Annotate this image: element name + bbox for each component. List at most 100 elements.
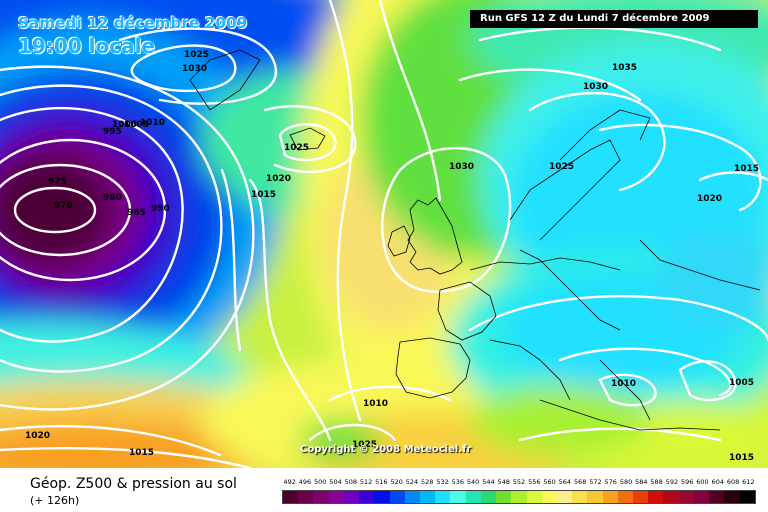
legend-swatch	[572, 491, 588, 503]
color-scale-legend: 492 496 500 504 508 512 516 520 524 528 532 536 540 5…	[282, 478, 756, 504]
legend-value: 592	[665, 478, 679, 486]
legend-value: 604	[711, 478, 724, 486]
legend-swatch	[648, 491, 664, 503]
legend-swatch	[693, 491, 710, 503]
legend-swatch	[419, 491, 436, 503]
product-title: Géop. Z500 & pression au sol	[30, 476, 237, 492]
isobar-label: 1025	[284, 143, 309, 153]
legend-swatch	[663, 491, 679, 503]
isobar-label: 995	[103, 127, 122, 137]
legend-value: 568	[573, 478, 587, 486]
legend-swatch	[328, 491, 344, 503]
legend-swatch	[313, 491, 329, 503]
isobar-label: 1025	[352, 440, 377, 450]
legend-swatch	[724, 491, 740, 503]
legend-value: 612	[742, 478, 755, 486]
legend-value: 576	[604, 478, 617, 486]
isobar-label: 1025	[549, 162, 574, 172]
legend-value: 548	[497, 478, 510, 486]
legend-swatch	[556, 491, 573, 503]
isobar-label: 1010	[611, 379, 636, 389]
legend-swatch	[617, 491, 634, 503]
legend-value: 580	[619, 478, 633, 486]
isobar-label: 990	[151, 204, 170, 214]
legend-value: 508	[344, 478, 358, 486]
legend-swatch	[480, 491, 497, 503]
legend-swatch	[283, 491, 299, 503]
isobar-label: 1015	[129, 448, 154, 458]
isobar-label: 1015	[251, 190, 276, 200]
legend-swatch	[511, 491, 527, 503]
isobar-label: 985	[127, 208, 146, 218]
legend-swatch	[465, 491, 481, 503]
legend-value: 528	[421, 478, 434, 486]
isobar-label: 1035	[612, 63, 637, 73]
legend-value: 504	[329, 478, 342, 486]
legend-value: 512	[359, 478, 373, 486]
legend-value: 608	[726, 478, 740, 486]
isobar-label: 1015	[729, 453, 754, 463]
legend-value: 496	[298, 478, 312, 486]
forecast-time: 19:00 locale	[18, 34, 155, 58]
legend-swatch	[739, 491, 755, 503]
isobar-label: 970	[54, 201, 73, 211]
legend-swatch	[359, 491, 375, 503]
legend-value: 572	[589, 478, 602, 486]
isobar-label: 1020	[25, 431, 50, 441]
isobar-label: 1010	[363, 399, 388, 409]
legend-value: 552	[512, 478, 526, 486]
legend-swatch	[526, 491, 542, 503]
legend-swatch	[709, 491, 725, 503]
legend-color-bar	[282, 490, 756, 504]
legend-swatch	[541, 491, 557, 503]
legend-swatch	[587, 491, 603, 503]
legend-value: 492	[283, 478, 296, 486]
legend-value: 516	[375, 478, 388, 486]
legend-swatch	[633, 491, 649, 503]
legend-swatch	[496, 491, 512, 503]
legend-value: 560	[543, 478, 556, 486]
legend-value: 520	[390, 478, 403, 486]
legend-swatch	[389, 491, 405, 503]
legend-value: 596	[680, 478, 694, 486]
legend-value: 540	[466, 478, 480, 486]
legend-swatch	[435, 491, 451, 503]
legend-swatch	[678, 491, 694, 503]
isobar-label: 975	[48, 177, 67, 187]
isobar-label: 1030	[583, 82, 608, 92]
forecast-date: Samedi 12 décembre 2009	[18, 14, 248, 32]
isobar-label: 980	[103, 193, 122, 203]
legend-value: 588	[650, 478, 663, 486]
legend-swatch	[602, 491, 618, 503]
legend-swatch	[298, 491, 314, 503]
isobar-label: 1015	[734, 164, 759, 174]
forecast-horizon: (+ 126h)	[30, 494, 80, 507]
legend-value: 532	[436, 478, 449, 486]
legend-swatch	[450, 491, 466, 503]
isobar-label: 1010	[140, 118, 165, 128]
isobars	[0, 0, 768, 468]
legend-value: 536	[451, 478, 465, 486]
legend-value: 500	[314, 478, 327, 486]
isobar-labels: 1025 1030 1035 1030 995 1000 1005 1010 1…	[25, 50, 759, 463]
legend-value: 556	[528, 478, 541, 486]
legend-value: 524	[405, 478, 419, 486]
legend-value: 544	[482, 478, 495, 486]
legend-swatch	[404, 491, 420, 503]
isobar-label: 1020	[697, 194, 722, 204]
legend-swatch	[374, 491, 390, 503]
isobar-label: 1020	[266, 174, 291, 184]
legend-value: 584	[635, 478, 648, 486]
copyright-notice: Copyright © 2008 Meteociel.fr	[300, 444, 472, 455]
isobar-label: 1005	[124, 120, 149, 130]
legend-value: 600	[696, 478, 709, 486]
isobar-label: 1005	[729, 378, 754, 388]
model-run-label: Run GFS 12 Z du Lundi 7 décembre 2009	[470, 10, 758, 28]
isobar-label: 1025	[184, 50, 209, 60]
geopotential-field	[0, 0, 768, 468]
legend-swatch	[343, 491, 360, 503]
weather-map: 1025 1030 1035 1030 995 1000 1005 1010 1…	[0, 0, 768, 468]
legend-value: 564	[558, 478, 572, 486]
isobar-label: 1030	[182, 64, 207, 74]
legend-labels: 492 496 500 504 508 512 516 520 524 528 532 536 540 5…	[282, 478, 756, 488]
